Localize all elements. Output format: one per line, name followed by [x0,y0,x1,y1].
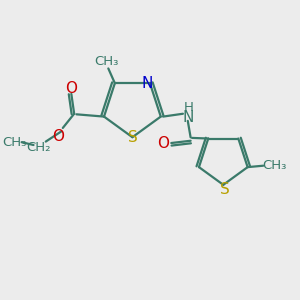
Text: S: S [220,182,230,197]
Text: CH₃: CH₃ [2,136,27,149]
Text: N: N [142,76,153,91]
Text: CH₂: CH₂ [26,141,51,154]
Text: O: O [158,136,169,151]
Text: H: H [184,101,194,114]
Text: N: N [182,110,194,125]
Text: CH₃: CH₃ [262,159,286,172]
Text: O: O [52,129,64,144]
Text: S: S [128,130,137,145]
Text: CH₃: CH₃ [95,56,119,68]
Text: O: O [65,81,77,96]
